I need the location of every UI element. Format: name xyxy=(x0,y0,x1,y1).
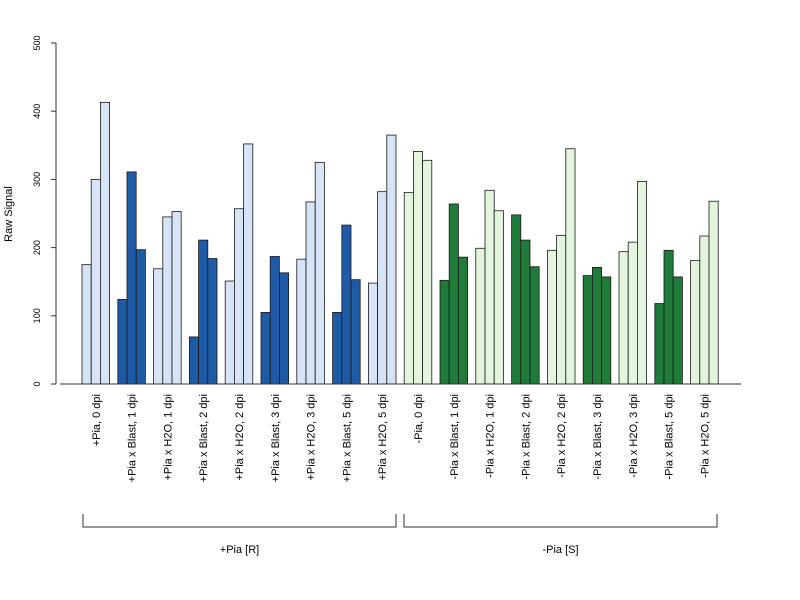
bar xyxy=(117,299,128,385)
x-tick-label: +Pia x H2O, 2 dpi xyxy=(234,394,246,481)
group-label: +Pia [R] xyxy=(220,544,259,556)
bar xyxy=(520,239,531,385)
bar xyxy=(243,143,254,385)
x-tick-label: -Pia x H2O, 3 dpi xyxy=(628,394,640,478)
group-bracket xyxy=(82,514,397,528)
x-tick-label: -Pia x Blast, 2 dpi xyxy=(520,394,532,480)
y-tick-label: 300 xyxy=(32,172,42,187)
group-brackets: +Pia [R] -Pia [S] xyxy=(82,514,718,556)
x-tick-label: +Pia x Blast, 5 dpi xyxy=(341,394,353,482)
y-axis: 0 100 200 300 400 500 xyxy=(32,35,57,387)
bar xyxy=(350,279,361,385)
y-tick-label: 500 xyxy=(32,35,42,50)
bars xyxy=(81,101,719,385)
x-tick-label: -Pia x H2O, 5 dpi xyxy=(699,394,711,478)
x-tick-label: +Pia x Blast, 1 dpi xyxy=(127,394,139,482)
x-tick-label: -Pia, 0 dpi xyxy=(413,394,425,444)
bar xyxy=(547,249,558,385)
bar xyxy=(529,266,540,385)
bar xyxy=(135,249,146,385)
bar xyxy=(224,280,235,385)
bar xyxy=(708,200,719,385)
y-axis-label: Raw Signal xyxy=(3,186,15,242)
bar xyxy=(672,276,683,385)
x-tick-label: -Pia x H2O, 2 dpi xyxy=(556,394,568,478)
bar xyxy=(377,191,388,385)
bar xyxy=(296,258,307,385)
bar xyxy=(188,336,199,385)
bar xyxy=(601,276,612,385)
bar xyxy=(412,151,423,385)
bar xyxy=(90,178,101,385)
x-tick-label: +Pia x H2O, 3 dpi xyxy=(306,394,318,481)
y-tick-label: 0 xyxy=(32,381,42,386)
bar xyxy=(511,214,522,385)
bar xyxy=(618,251,629,385)
group-bracket xyxy=(403,514,718,528)
x-tick-label: +Pia, 0 dpi xyxy=(91,394,103,446)
bar xyxy=(422,159,433,385)
bar xyxy=(582,275,593,385)
bar xyxy=(448,203,459,385)
bar xyxy=(100,101,111,385)
x-tick-label: +Pia x H2O, 1 dpi xyxy=(162,394,174,481)
bar xyxy=(484,189,495,385)
bar xyxy=(332,311,343,385)
y-tick-label: 400 xyxy=(32,104,42,119)
x-tick-label: -Pia x Blast, 3 dpi xyxy=(592,394,604,480)
bar xyxy=(269,256,280,385)
bar xyxy=(565,148,576,385)
x-tick-label: -Pia x Blast, 1 dpi xyxy=(449,394,461,480)
bar xyxy=(314,161,325,385)
bar xyxy=(198,239,209,385)
bar xyxy=(493,210,504,385)
bar xyxy=(439,279,450,385)
bar xyxy=(386,134,397,385)
x-tick-label: +Pia x Blast, 3 dpi xyxy=(270,394,282,482)
x-tick-labels: +Pia, 0 dpi +Pia x Blast, 1 dpi +Pia x H2O… xyxy=(91,394,712,482)
bar xyxy=(153,268,164,385)
y-tick-label: 100 xyxy=(32,308,42,323)
bar xyxy=(637,181,648,385)
bar xyxy=(403,191,414,385)
y-tick-label: 200 xyxy=(32,240,42,255)
x-tick-label: -Pia x H2O, 1 dpi xyxy=(485,394,497,478)
bar xyxy=(690,260,701,385)
bar xyxy=(233,208,244,385)
bar xyxy=(592,266,603,385)
bar xyxy=(341,224,352,385)
bar xyxy=(126,171,137,385)
bar xyxy=(367,282,378,385)
x-tick-label: +Pia x Blast, 2 dpi xyxy=(198,394,210,482)
bar xyxy=(475,247,486,385)
bar xyxy=(171,211,182,385)
bar xyxy=(556,234,567,385)
bar xyxy=(81,264,92,385)
x-tick-label: +Pia x H2O, 5 dpi xyxy=(377,394,389,481)
group-label: -Pia [S] xyxy=(542,544,578,556)
x-tick-label: -Pia x Blast, 5 dpi xyxy=(664,394,676,480)
bar xyxy=(305,201,316,385)
bar xyxy=(663,249,674,385)
bar xyxy=(162,216,173,385)
bar xyxy=(627,241,638,385)
bar xyxy=(207,258,218,385)
bar xyxy=(457,256,468,385)
bar xyxy=(654,303,665,385)
bar xyxy=(260,311,271,385)
bar xyxy=(278,272,289,385)
bar xyxy=(699,235,710,385)
